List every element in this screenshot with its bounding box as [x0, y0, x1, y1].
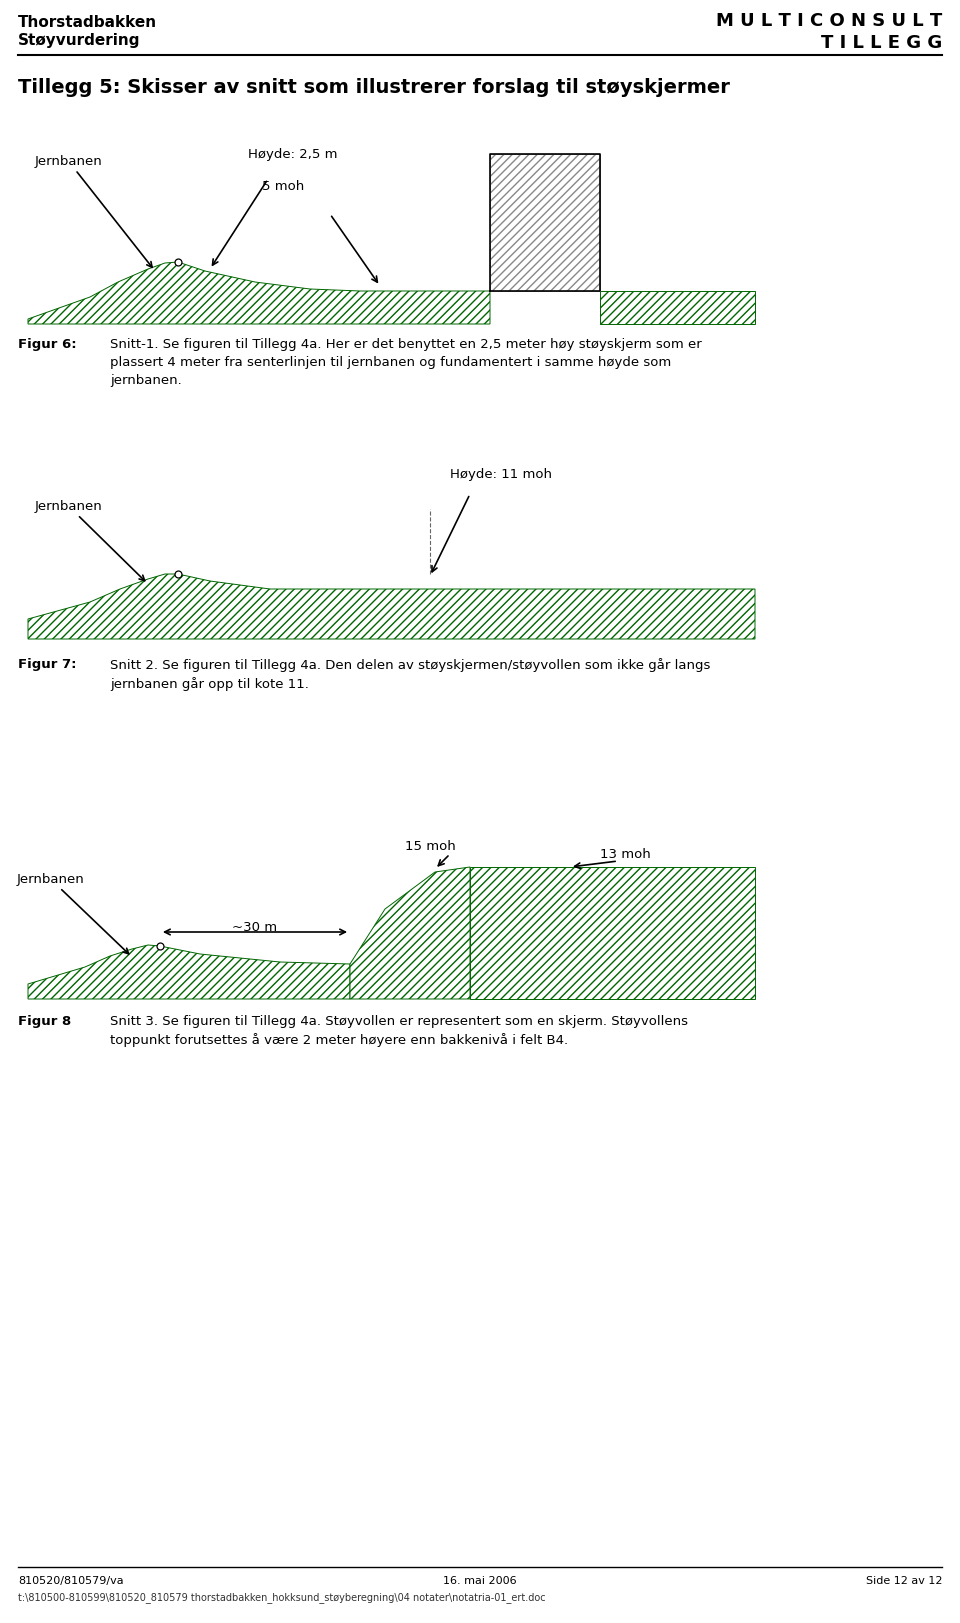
Polygon shape	[350, 867, 470, 1000]
Text: 810520/810579/va: 810520/810579/va	[18, 1574, 124, 1586]
Text: Høyde: 11 moh: Høyde: 11 moh	[450, 467, 552, 480]
Text: Tillegg 5: Skisser av snitt som illustrerer forslag til støyskjermer: Tillegg 5: Skisser av snitt som illustre…	[18, 78, 730, 97]
Polygon shape	[28, 263, 490, 325]
Text: t:\810500-810599\810520_810579 thorstadbakken_hokksund_støyberegning\04 notater\: t:\810500-810599\810520_810579 thorstadb…	[18, 1591, 545, 1602]
Text: Høyde: 2,5 m: Høyde: 2,5 m	[248, 148, 338, 161]
Text: 15 moh: 15 moh	[404, 839, 455, 852]
Text: Jernbanen: Jernbanen	[35, 154, 152, 268]
Text: Jernbanen: Jernbanen	[35, 500, 145, 581]
Text: Jernbanen: Jernbanen	[16, 873, 129, 954]
Text: Figur 7:: Figur 7:	[18, 657, 77, 670]
Text: Figur 8: Figur 8	[18, 1014, 71, 1027]
Text: Snitt 3. Se figuren til Tillegg 4a. Støyvollen er representert som en skjerm. St: Snitt 3. Se figuren til Tillegg 4a. Støy…	[110, 1014, 688, 1047]
Text: Thorstadbakken: Thorstadbakken	[18, 15, 157, 29]
Text: Side 12 av 12: Side 12 av 12	[866, 1574, 942, 1586]
Text: M U L T I C O N S U L T: M U L T I C O N S U L T	[716, 11, 942, 29]
Polygon shape	[470, 867, 755, 1000]
Text: ~30 m: ~30 m	[232, 920, 277, 933]
Text: T I L L E G G: T I L L E G G	[821, 34, 942, 52]
Text: Snitt-1. Se figuren til Tillegg 4a. Her er det benyttet en 2,5 meter høy støyskj: Snitt-1. Se figuren til Tillegg 4a. Her …	[110, 338, 702, 386]
Text: 16. mai 2006: 16. mai 2006	[444, 1574, 516, 1586]
Polygon shape	[600, 292, 755, 325]
Polygon shape	[490, 154, 600, 292]
Polygon shape	[28, 946, 350, 1000]
Text: 5 moh: 5 moh	[262, 180, 304, 193]
Polygon shape	[28, 575, 755, 639]
Text: Snitt 2. Se figuren til Tillegg 4a. Den delen av støyskjermen/støyvollen som ikk: Snitt 2. Se figuren til Tillegg 4a. Den …	[110, 657, 710, 691]
Text: 13 moh: 13 moh	[600, 847, 651, 860]
Text: Støyvurdering: Støyvurdering	[18, 32, 140, 49]
Text: Figur 6:: Figur 6:	[18, 338, 77, 351]
